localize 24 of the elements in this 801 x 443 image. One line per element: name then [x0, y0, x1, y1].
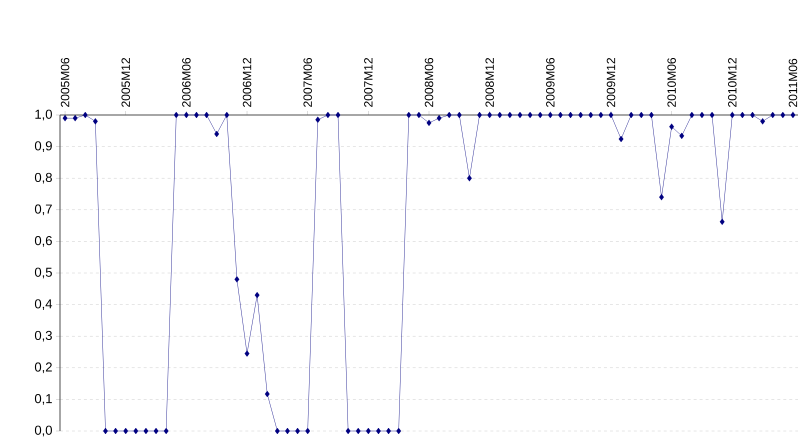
x-tick-label: 2006M12 [242, 58, 252, 107]
y-tick-label: 0,9 [34, 141, 52, 152]
x-tick-label: 2006M06 [182, 58, 191, 107]
x-tick-label: 2009M12 [606, 58, 616, 107]
x-tick-label: 2005M06 [60, 58, 70, 107]
x-tick-label: 2009M06 [546, 58, 555, 107]
y-tick-label: 1,0 [35, 110, 52, 120]
x-tick-label: 2007M06 [303, 58, 312, 107]
y-tick-label: 0,3 [34, 330, 52, 342]
x-tick-label: 2011M06 [788, 58, 798, 107]
x-tick-label: 2010M12 [728, 58, 737, 107]
y-tick-label: 0,7 [34, 204, 52, 216]
y-tick-label: 0,0 [34, 426, 52, 436]
y-tick-label: 0,2 [34, 362, 52, 374]
y-tick-label: 0,1 [34, 394, 52, 405]
y-tick-label: 0,5 [34, 268, 52, 278]
x-tick-label: 2010M06 [667, 58, 676, 107]
y-tick-label: 0,4 [34, 299, 52, 310]
y-tick-label: 0,8 [34, 172, 52, 184]
y-tick-label: 0,6 [34, 236, 52, 247]
x-tick-label: 2008M06 [424, 58, 434, 107]
x-tick-label: 2005M12 [121, 58, 130, 107]
x-tick-label: 2007M12 [364, 58, 373, 107]
x-tick-label: 2008M12 [485, 58, 494, 107]
